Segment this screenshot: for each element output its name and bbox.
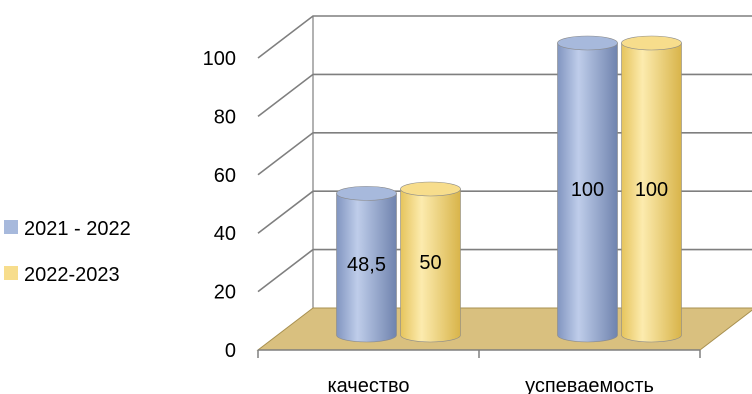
legend-label: 2022-2023 bbox=[24, 264, 120, 286]
legend-swatch bbox=[4, 220, 18, 234]
y-tick-label: 80 bbox=[214, 106, 236, 128]
bar: 50 bbox=[400, 181, 461, 343]
data-label: 100 bbox=[571, 179, 604, 201]
bar: 48,5 bbox=[336, 186, 397, 343]
y-tick-label: 20 bbox=[214, 282, 236, 304]
y-tick-label: 0 bbox=[225, 340, 236, 362]
bar-top bbox=[557, 35, 618, 51]
bars: 48,5 50 100 100 bbox=[336, 35, 682, 343]
x-axis: качество успеваемость bbox=[327, 375, 653, 394]
legend: 2021 - 2022 2022-2023 bbox=[4, 218, 131, 286]
bar-top bbox=[621, 35, 682, 51]
bar-top bbox=[400, 181, 461, 197]
bar-body bbox=[400, 188, 461, 343]
y-tick-label: 40 bbox=[214, 223, 236, 245]
bar-body bbox=[557, 42, 618, 343]
y-axis: 0 20 40 60 80 100 bbox=[203, 48, 236, 362]
bar-body bbox=[621, 42, 682, 343]
x-tick-label: успеваемость bbox=[525, 375, 654, 394]
legend-swatch bbox=[4, 266, 18, 280]
x-tick-label: качество bbox=[327, 375, 409, 394]
data-label: 100 bbox=[635, 179, 668, 201]
bar-top bbox=[336, 186, 397, 201]
bar: 100 bbox=[557, 35, 618, 343]
data-label: 48,5 bbox=[347, 254, 386, 276]
bar: 100 bbox=[621, 35, 682, 343]
y-tick-label: 60 bbox=[214, 165, 236, 187]
legend-label: 2021 - 2022 bbox=[24, 218, 131, 240]
y-tick-label: 100 bbox=[203, 48, 236, 70]
data-label: 50 bbox=[419, 252, 441, 274]
bar-body bbox=[336, 193, 397, 343]
